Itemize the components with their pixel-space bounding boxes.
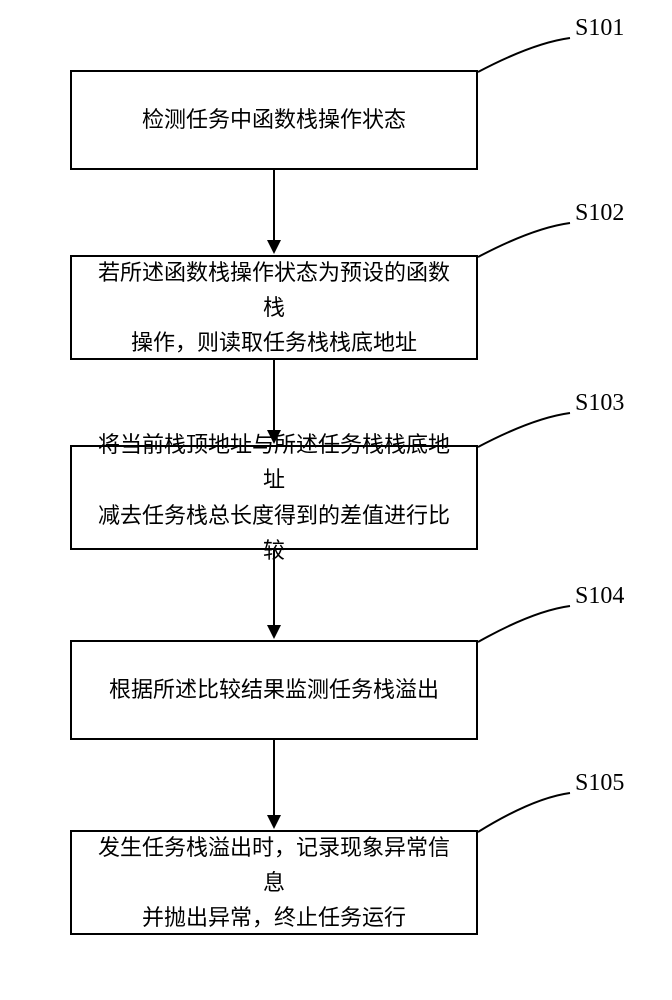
node-text: 根据所述比较结果监测任务栈溢出 — [109, 672, 439, 707]
connector-4 — [478, 606, 578, 651]
arrow-1 — [267, 170, 281, 254]
flow-node-4: 根据所述比较结果监测任务栈溢出 — [70, 640, 478, 740]
step-label-4: S104 — [575, 583, 624, 610]
node-text: 发生任务栈溢出时，记录现象异常信息并抛出异常，终止任务运行 — [92, 830, 456, 936]
arrow-2 — [267, 360, 281, 444]
step-label-2: S102 — [575, 200, 624, 227]
arrow-3 — [267, 550, 281, 639]
flow-node-5: 发生任务栈溢出时，记录现象异常信息并抛出异常，终止任务运行 — [70, 830, 478, 935]
arrow-4 — [267, 740, 281, 829]
flowchart-container: 检测任务中函数栈操作状态 若所述函数栈操作状态为预设的函数栈操作，则读取任务栈栈… — [0, 0, 672, 1000]
connector-2 — [478, 223, 578, 268]
flow-node-2: 若所述函数栈操作状态为预设的函数栈操作，则读取任务栈栈底地址 — [70, 255, 478, 360]
connector-3 — [478, 413, 578, 458]
step-label-5: S105 — [575, 770, 624, 797]
flow-node-3: 将当前栈顶地址与所述任务栈栈底地址减去任务栈总长度得到的差值进行比较 — [70, 445, 478, 550]
connector-1 — [478, 38, 578, 83]
connector-5 — [478, 793, 578, 843]
node-text: 检测任务中函数栈操作状态 — [142, 102, 406, 137]
node-text: 若所述函数栈操作状态为预设的函数栈操作，则读取任务栈栈底地址 — [92, 255, 456, 361]
flow-node-1: 检测任务中函数栈操作状态 — [70, 70, 478, 170]
step-label-3: S103 — [575, 390, 624, 417]
step-label-1: S101 — [575, 15, 624, 42]
node-text: 将当前栈顶地址与所述任务栈栈底地址减去任务栈总长度得到的差值进行比较 — [92, 427, 456, 568]
